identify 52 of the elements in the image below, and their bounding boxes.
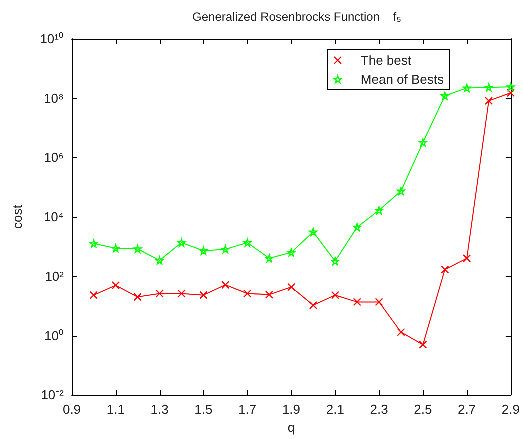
point — [156, 290, 164, 298]
point — [506, 89, 516, 98]
point — [222, 245, 230, 254]
point — [243, 290, 252, 298]
x-axis-title: q — [288, 420, 296, 435]
point — [112, 281, 120, 290]
y-tick-label: 10² — [45, 268, 65, 284]
x-tick-label: 2.7 — [458, 402, 476, 418]
point — [353, 298, 362, 306]
point — [353, 223, 362, 232]
y-tick-label: 10⁴ — [44, 210, 64, 225]
point — [90, 291, 98, 300]
point — [200, 291, 208, 300]
point — [265, 290, 274, 299]
y-tick-label: 10⁻² — [41, 388, 65, 403]
chart-title: Generalized Rosenbrocks Function f₅ — [192, 10, 402, 24]
y-tick-label: 10⁸ — [44, 90, 64, 106]
point — [178, 238, 186, 247]
x-tick-label: 1.9 — [282, 402, 301, 418]
legend-label: Mean of Bests — [360, 72, 444, 87]
y-tick-label: 10¹⁰ — [40, 32, 64, 46]
point — [134, 293, 142, 302]
point — [441, 266, 450, 274]
point — [287, 283, 296, 292]
point — [484, 96, 494, 106]
point — [375, 298, 384, 306]
point — [419, 340, 428, 350]
x-tick-label: 2.5 — [414, 402, 432, 418]
legend-label: The best — [360, 53, 412, 68]
point — [265, 254, 274, 263]
point — [243, 238, 252, 247]
point — [331, 291, 340, 300]
point — [397, 328, 406, 336]
y-tick-label: 10⁰ — [44, 328, 64, 344]
x-tick-label: 1.5 — [194, 402, 213, 418]
x-tick-label: 0.9 — [62, 402, 82, 418]
point — [331, 257, 340, 266]
x-tick-label: 1.1 — [106, 402, 125, 418]
point — [222, 280, 230, 290]
point — [178, 290, 186, 298]
x-tick-label: 1.7 — [238, 402, 257, 418]
x-tick-label: 2.3 — [370, 402, 388, 418]
y-axis-title: cost — [10, 204, 25, 229]
point — [462, 254, 472, 263]
y-tick-label: 10⁶ — [44, 150, 64, 166]
x-tick-label: 2.9 — [502, 402, 520, 418]
point — [506, 82, 516, 92]
x-tick-label: 2.1 — [326, 402, 344, 418]
x-tick-label: 1.3 — [150, 402, 169, 418]
point — [375, 206, 384, 215]
point — [309, 301, 318, 310]
point — [200, 246, 208, 256]
